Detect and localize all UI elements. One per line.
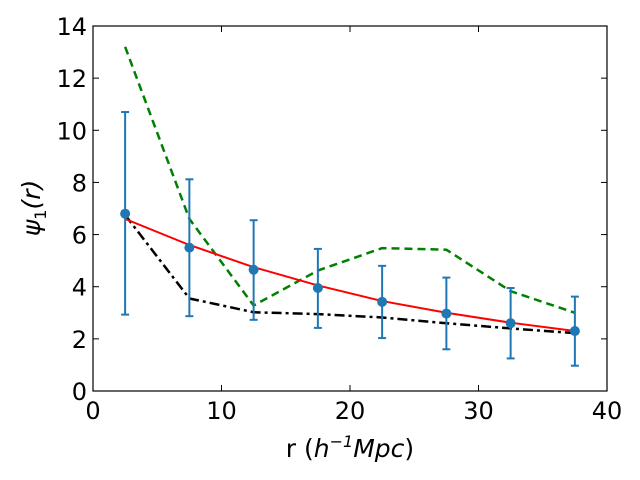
y-tick-label: 0 [72,378,87,406]
y-tick-label: 14 [56,13,87,41]
y-tick-label: 10 [56,117,87,145]
errorbar-point [569,295,580,367]
x-tick-label: 20 [335,397,366,425]
data-point-marker [569,326,580,337]
errorbar-point [184,178,195,318]
errorbar-point [120,111,131,316]
data-point-marker [312,283,323,294]
y-tick-label: 4 [72,274,87,302]
series-line-dashdot [124,214,575,335]
data-point-marker [184,242,195,253]
x-axis-label: r (h−1Mpc) [286,432,414,463]
y-axis-label: ψ1(r) [17,180,50,236]
errorbar-point [248,219,259,321]
x-tick-label: 10 [206,397,237,425]
errorbar-point [377,264,388,340]
series-line-dashed [123,46,576,314]
data-point-marker [248,264,259,275]
y-tick-label: 2 [72,326,87,354]
y-tick-label: 6 [72,222,87,250]
data-point-marker [377,296,388,307]
data-point-marker [441,308,452,319]
axes-frame [92,25,608,392]
data-point-marker [120,208,131,219]
x-tick-label: 40 [592,397,623,425]
errorbar-point [312,247,323,329]
y-tick-label: 12 [56,65,87,93]
series-layer [120,46,580,367]
x-axis-ticks: 0 10 20 30 40 [85,26,622,425]
y-axis-ticks: 0 2 4 6 8 10 12 14 [56,13,607,406]
errorbar-point [441,276,452,351]
series-line-solid [124,218,576,333]
errorbar-point [505,287,516,360]
x-tick-label: 30 [463,397,494,425]
data-point-marker [505,318,516,329]
x-tick-label: 0 [85,397,100,425]
y-tick-label: 8 [72,169,87,197]
